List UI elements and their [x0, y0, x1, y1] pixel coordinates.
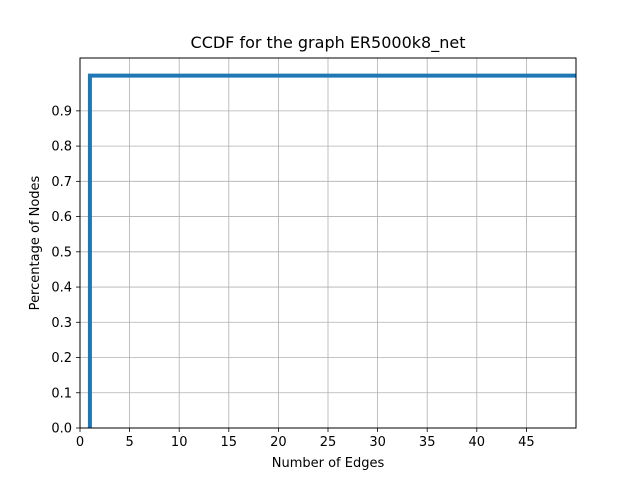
- y-tick-label: 0.7: [51, 175, 72, 190]
- y-tick-label: 0.2: [51, 351, 72, 366]
- y-tick-label: 0.1: [51, 386, 72, 401]
- y-tick-label: 0.8: [51, 140, 72, 155]
- x-tick-label: 45: [518, 435, 535, 450]
- x-tick-label: 20: [270, 435, 287, 450]
- x-tick-label: 25: [320, 435, 337, 450]
- x-ticks: 0 5 10 15 20 25 30 35 40 45: [76, 428, 535, 450]
- y-tick-label: 0.6: [51, 210, 72, 225]
- y-tick-label: 0.5: [51, 245, 72, 260]
- x-tick-label: 10: [171, 435, 188, 450]
- series-group: [87, 73, 576, 428]
- y-tick-label: 0.0: [51, 422, 72, 437]
- y-tick-label: 0.9: [51, 104, 72, 119]
- chart-title: CCDF for the graph ER5000k8_net: [191, 33, 466, 53]
- x-tick-label: 0: [76, 435, 84, 450]
- x-tick-label: 40: [469, 435, 486, 450]
- y-ticks: 0.0 0.1 0.2 0.3 0.4 0.5 0.6 0.7 0.8 0.9: [51, 104, 80, 437]
- y-axis-label: Percentage of Nodes: [28, 175, 43, 310]
- x-tick-label: 15: [221, 435, 238, 450]
- x-axis-label: Number of Edges: [272, 456, 385, 471]
- x-tick-label: 30: [369, 435, 386, 450]
- x-tick-label: 35: [419, 435, 436, 450]
- ccdf-line: [87, 73, 576, 428]
- x-tick-label: 5: [125, 435, 133, 450]
- y-tick-label: 0.4: [51, 281, 72, 296]
- y-tick-label: 0.3: [51, 316, 72, 331]
